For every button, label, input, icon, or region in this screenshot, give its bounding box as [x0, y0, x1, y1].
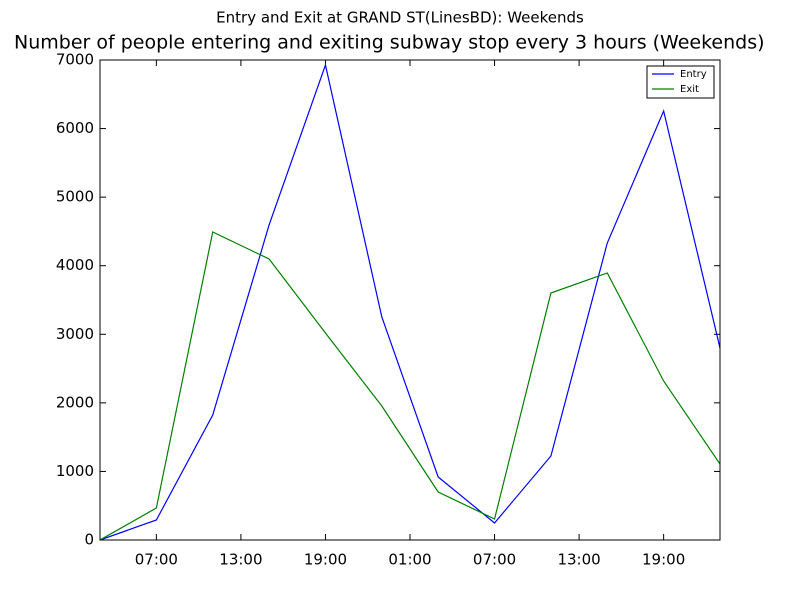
chart-suptitle: Entry and Exit at GRAND ST(LinesBD): Wee…	[216, 9, 584, 27]
data-line	[100, 62, 720, 540]
y-tick-label: 7000	[56, 51, 94, 69]
legend-label: Entry	[680, 69, 707, 80]
x-tick-label: 19:00	[642, 551, 685, 569]
y-tick-label: 0	[84, 531, 94, 549]
chart-title: Number of people entering and exiting su…	[14, 32, 765, 54]
x-tick-label: 07:00	[135, 551, 178, 569]
x-tick-label: 01:00	[388, 551, 431, 569]
x-tick-label: 13:00	[219, 551, 262, 569]
y-tick-label: 4000	[56, 256, 94, 274]
x-tick-label: 19:00	[304, 551, 347, 569]
plot-frame	[99, 59, 721, 541]
y-tick-label: 5000	[56, 188, 94, 206]
x-tick-label: 07:00	[473, 551, 516, 569]
y-tick-label: 6000	[56, 119, 94, 137]
data-line	[100, 231, 720, 540]
y-tick-label: 1000	[56, 462, 94, 480]
legend-label: Exit	[680, 84, 699, 95]
y-tick-label: 3000	[56, 325, 94, 343]
x-tick-label: 13:00	[557, 551, 600, 569]
y-tick-label: 2000	[56, 393, 94, 411]
legend-box	[646, 65, 715, 99]
